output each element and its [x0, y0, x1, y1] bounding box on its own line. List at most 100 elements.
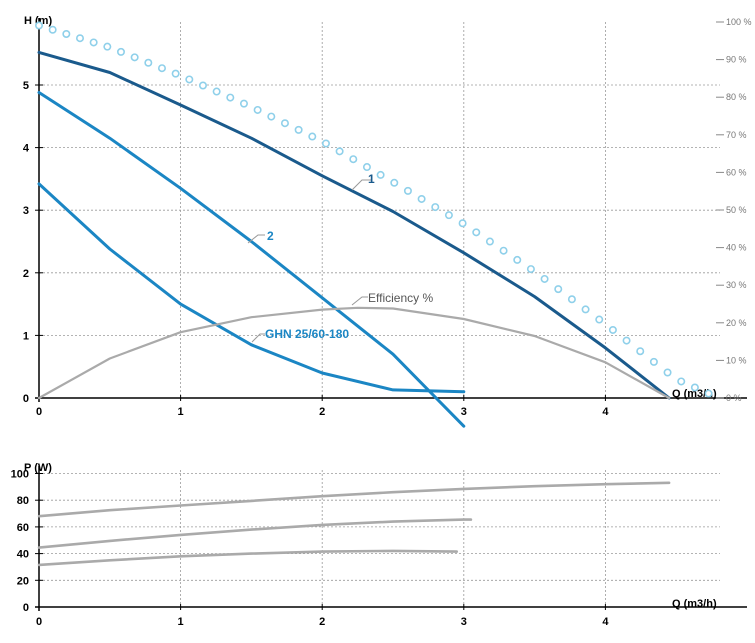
curve-dot [280, 119, 289, 128]
curve-dot [431, 203, 440, 212]
y-axis-label: H (m) [24, 15, 52, 27]
x-tick-label: 4 [602, 616, 609, 628]
series-line [37, 481, 671, 518]
curve-dot [567, 295, 576, 304]
annotation-leader [251, 333, 265, 343]
curve-dot [171, 69, 180, 78]
head-chart: 0 % 10 % 20 % 30 % 40 % 50 % 60 % 70 % 80 % 90 % 1… [23, 15, 752, 428]
curve-dot [704, 389, 713, 398]
x-tick-label: 3 [461, 616, 467, 628]
curve-dot [663, 368, 672, 377]
curve-dot [540, 274, 549, 283]
curve-dot [581, 305, 590, 314]
x-tick-label: 3 [461, 406, 467, 418]
y-axis-label: P (W) [24, 462, 52, 474]
y2-tick-label: 70 % [726, 130, 747, 140]
y2-tick-label: 10 % [726, 355, 747, 365]
curve-dot [48, 25, 57, 34]
curve-dot [335, 147, 344, 156]
curve-dot [526, 265, 535, 274]
x-tick-label: 1 [178, 406, 184, 418]
x-tick-label: 2 [319, 406, 325, 418]
y2-tick-label: 90 % [726, 55, 747, 65]
annotation-label: Efficiency % [368, 291, 433, 305]
y-tick-label: 100 [11, 469, 29, 481]
y2-tick-label: 40 % [726, 243, 747, 253]
y2-tick-label: 30 % [726, 280, 747, 290]
annotation-leader [351, 179, 372, 191]
series-line [37, 518, 473, 549]
series-line [37, 182, 466, 394]
y-tick-label: 80 [17, 495, 29, 507]
x-tick-label: 0 [36, 616, 42, 628]
curve-dot [103, 42, 112, 51]
y-tick-label: 0 [23, 393, 29, 405]
curve-dot [636, 347, 645, 356]
annotation-label: 1 [368, 172, 375, 186]
curve-dot [349, 155, 358, 164]
curve-dot [34, 21, 43, 30]
curve-dot [253, 105, 262, 114]
y-tick-label: 5 [23, 80, 29, 92]
series-line [37, 549, 458, 567]
series-line [37, 306, 671, 400]
curve-dot [390, 178, 399, 187]
curve-dot [458, 219, 467, 228]
curve-dot [75, 34, 84, 43]
y2-tick-label: 0 % [726, 393, 742, 403]
y2-tick-label: 80 % [726, 92, 747, 102]
x-tick-label: 2 [319, 616, 325, 628]
annotation-label: GHN 25/60-180 [265, 327, 349, 341]
curve-dot [554, 285, 563, 294]
series-line [37, 91, 466, 428]
curve-dot [239, 99, 248, 108]
curve-dot [472, 228, 481, 237]
y2-tick-label: 20 % [726, 318, 747, 328]
curve-dot [362, 163, 371, 172]
curve-dot [595, 315, 604, 324]
y-tick-label: 0 [23, 602, 29, 614]
curve-dot [294, 125, 303, 134]
curve-dot [212, 87, 221, 96]
curve-dot [62, 29, 71, 38]
y-tick-label: 20 [17, 575, 29, 587]
x-tick-label: 0 [36, 406, 42, 418]
curve-dot [403, 186, 412, 195]
y-tick-label: 1 [23, 330, 29, 342]
curve-dot [485, 237, 494, 246]
y-tick-label: 40 [17, 549, 29, 561]
curve-dot [226, 93, 235, 102]
curve-dot [144, 58, 153, 67]
curve-dot [649, 357, 658, 366]
curve-dot [308, 132, 317, 141]
curve-dot [116, 47, 125, 56]
y-tick-label: 60 [17, 522, 29, 534]
curve-dot [376, 170, 385, 179]
y-tick-label: 2 [23, 268, 29, 280]
annotation-label: 2 [267, 229, 274, 243]
curve-dot [185, 75, 194, 84]
curve-dot [444, 211, 453, 220]
curve-dot [513, 255, 522, 264]
curve-dot [690, 383, 699, 392]
curve-dot [417, 194, 426, 203]
x-tick-label: 1 [178, 616, 184, 628]
y-tick-label: 4 [23, 143, 30, 155]
curve-dot [321, 139, 330, 148]
y2-tick-label: 100 % [726, 17, 752, 27]
y2-tick-label: 50 % [726, 205, 747, 215]
curve-dot [89, 38, 98, 47]
curve-dot [608, 325, 617, 334]
curve-dot [622, 336, 631, 345]
series-line [37, 50, 671, 400]
curve-dot [267, 112, 276, 121]
curve-dot [157, 64, 166, 73]
x-tick-label: 4 [602, 406, 609, 418]
curve-dot [130, 53, 139, 62]
curve-dot [198, 81, 207, 90]
x-axis-label: Q (m3/h) [672, 598, 717, 610]
y2-tick-label: 60 % [726, 167, 747, 177]
